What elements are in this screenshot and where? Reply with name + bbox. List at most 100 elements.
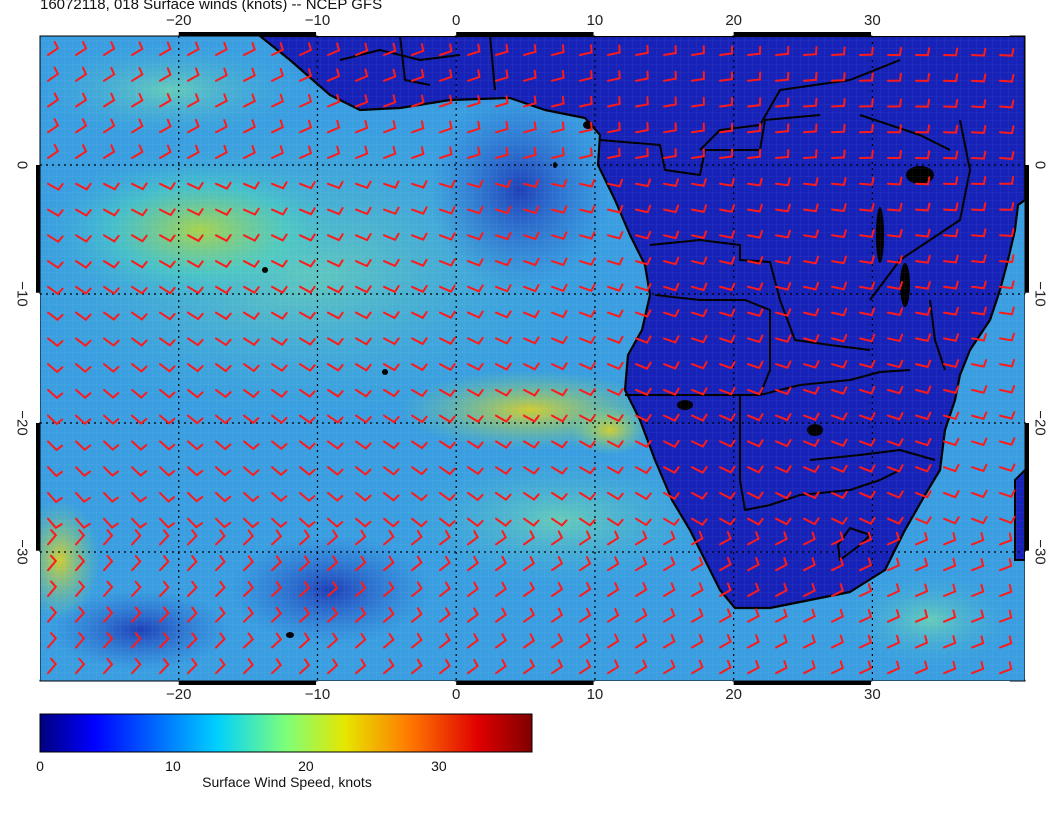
wind-barb xyxy=(551,491,568,501)
wind-barb xyxy=(579,309,596,319)
wind-barb xyxy=(495,43,509,56)
wind-barb xyxy=(887,176,903,186)
wind-barb xyxy=(887,531,901,546)
wind-barb xyxy=(411,206,428,215)
wind-barb xyxy=(887,385,904,395)
wind-barb xyxy=(215,363,232,373)
wind-barb xyxy=(999,358,1016,368)
wind-barb xyxy=(103,414,120,425)
wind-barb xyxy=(215,440,232,451)
wind-barb xyxy=(887,124,902,134)
wind-barb xyxy=(327,285,344,294)
wind-barb xyxy=(159,118,172,134)
wind-barb xyxy=(383,232,400,242)
wind-barb xyxy=(495,284,512,293)
wind-barb xyxy=(579,530,592,546)
wind-barb xyxy=(943,490,960,499)
wind-barb xyxy=(999,125,1015,135)
wind-barb xyxy=(551,633,564,649)
wind-barb xyxy=(663,582,676,597)
wind-barb xyxy=(411,43,425,56)
wind-barb xyxy=(551,581,564,597)
wind-barb xyxy=(775,360,792,370)
wind-barb xyxy=(187,41,200,56)
wind-barb xyxy=(551,530,564,546)
wind-barb xyxy=(523,121,537,134)
wind-barb xyxy=(523,146,537,159)
wind-barb xyxy=(691,361,708,370)
wind-barb xyxy=(243,606,255,623)
wind-barb xyxy=(355,180,372,190)
wind-barb xyxy=(887,583,901,597)
wind-barb xyxy=(579,440,596,449)
wind-barb xyxy=(831,281,848,291)
wind-barb xyxy=(551,147,565,159)
wind-barb xyxy=(691,517,708,527)
wind-barb xyxy=(243,145,256,159)
wind-barb xyxy=(523,466,540,475)
wind-barb xyxy=(691,582,704,597)
wind-barb xyxy=(75,260,92,269)
wind-barb xyxy=(411,337,428,346)
wind-barb xyxy=(859,281,875,291)
lon-tick-label: −20 xyxy=(165,686,192,703)
wind-barb xyxy=(859,634,873,649)
wind-barb xyxy=(747,203,763,213)
wind-barb xyxy=(831,123,846,134)
wind-barb xyxy=(635,633,648,649)
wind-barb xyxy=(607,556,620,572)
wind-barb xyxy=(327,68,341,82)
wind-barb xyxy=(999,280,1015,290)
wind-barb xyxy=(691,659,704,675)
wind-barb xyxy=(355,311,372,320)
wind-barb xyxy=(159,67,172,82)
wind-barb xyxy=(131,182,148,191)
wind-barb xyxy=(971,635,985,649)
wind-barb xyxy=(411,180,428,189)
wind-barb xyxy=(271,466,288,477)
wind-barb xyxy=(523,517,540,527)
wind-barb xyxy=(859,660,873,675)
wind-barb xyxy=(495,231,512,241)
wind-barb xyxy=(999,202,1015,211)
wind-barb xyxy=(635,70,649,82)
wind-barb xyxy=(47,440,64,452)
wind-barb xyxy=(971,47,987,57)
wind-barb xyxy=(943,635,957,649)
wind-barb xyxy=(103,208,120,217)
wind-barb xyxy=(915,307,931,316)
wind-barb xyxy=(859,72,874,82)
wind-barb xyxy=(607,204,624,214)
wind-barb xyxy=(635,309,652,318)
wind-barb xyxy=(215,41,228,56)
wind-barb xyxy=(831,360,848,369)
wind-barb xyxy=(47,182,64,191)
wind-barb xyxy=(887,281,903,291)
wind-barb xyxy=(355,206,372,216)
wind-barb xyxy=(971,73,987,83)
wind-barb xyxy=(327,207,344,216)
wind-barb xyxy=(47,92,60,108)
wind-barb xyxy=(271,233,288,242)
wind-barb xyxy=(999,489,1016,499)
wind-barb xyxy=(523,231,540,241)
wind-barb xyxy=(775,660,788,675)
wind-barb xyxy=(635,556,648,572)
lon-tick-label: 20 xyxy=(725,12,742,29)
wind-barb xyxy=(579,147,593,159)
wind-barb xyxy=(467,95,481,108)
wind-barb xyxy=(159,337,176,347)
wind-barb xyxy=(439,69,453,82)
wind-barb xyxy=(635,530,648,546)
wind-barb xyxy=(47,466,63,478)
wind-barb xyxy=(691,608,704,623)
wind-barb xyxy=(523,414,540,423)
wind-barb xyxy=(523,633,536,649)
wind-barb xyxy=(299,145,313,159)
wind-barb xyxy=(47,529,58,546)
wind-barb xyxy=(607,147,621,159)
wind-barb xyxy=(859,176,875,186)
wind-barb xyxy=(663,633,676,649)
wind-barb xyxy=(495,69,509,82)
wind-barb xyxy=(299,388,316,398)
